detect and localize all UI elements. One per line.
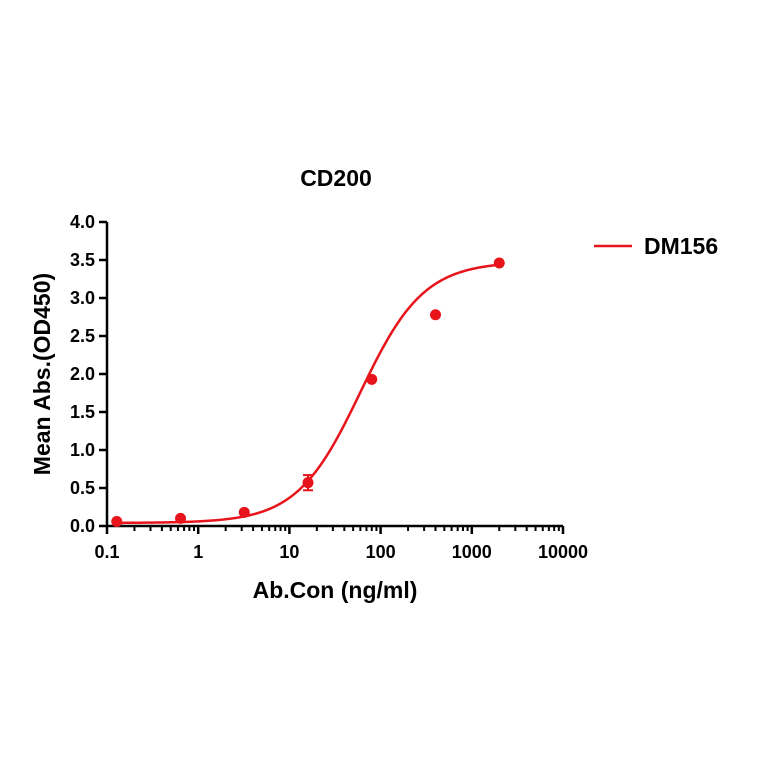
y-tick-label: 3.0	[70, 288, 95, 308]
x-tick-label: 100	[366, 542, 396, 562]
y-axis: 0.0 0.5 1.0 1.5 2.0 2.5 3.0 3.5 4.0	[70, 212, 109, 536]
y-tick-label: 0.5	[70, 478, 95, 498]
y-tick-label: 1.5	[70, 402, 95, 422]
y-tick-label: 2.0	[70, 364, 95, 384]
y-tick-label: 1.0	[70, 440, 95, 460]
data-point	[430, 309, 442, 321]
y-tick-label: 0.0	[70, 516, 95, 536]
x-tick-label: 1	[193, 542, 203, 562]
data-point	[366, 373, 378, 385]
y-axis-title: Mean Abs.(OD450)	[29, 273, 55, 475]
chart-title: CD200	[300, 165, 372, 191]
x-tick-label: 0.1	[94, 542, 119, 562]
x-tick-label: 10000	[538, 542, 588, 562]
data-point	[238, 506, 250, 518]
x-axis-title: Ab.Con (ng/ml)	[253, 577, 418, 603]
y-tick-label: 4.0	[70, 212, 95, 232]
x-tick-label: 10	[279, 542, 299, 562]
legend-label: DM156	[644, 233, 718, 259]
legend: DM156	[594, 233, 718, 259]
data-point	[302, 477, 314, 489]
x-tick-label: 1000	[452, 542, 492, 562]
x-axis: 0.1 1 10 100 1000 10000	[94, 524, 588, 562]
y-tick-label: 2.5	[70, 326, 95, 346]
plot-series	[111, 257, 505, 527]
y-tick-label: 3.5	[70, 250, 95, 270]
data-point	[175, 512, 187, 524]
data-point	[111, 515, 123, 527]
data-point	[493, 257, 505, 269]
